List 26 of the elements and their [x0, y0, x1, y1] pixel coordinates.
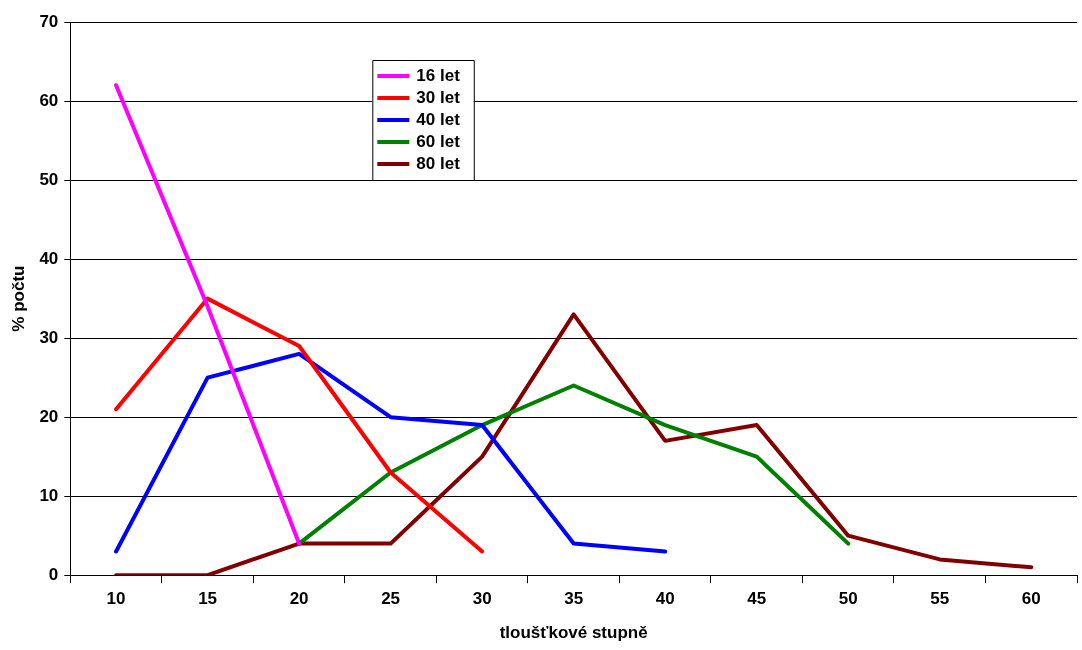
x-tick-label: 40 [655, 589, 675, 609]
x-tick-label: 30 [472, 589, 492, 609]
x-tick-label: 10 [106, 589, 126, 609]
y-tick-label: 10 [39, 485, 59, 505]
y-tick-label: 50 [39, 169, 59, 189]
x-axis-title: tloušťkové stupně [499, 623, 648, 643]
legend-label: 80 let [416, 153, 461, 173]
y-tick-label: 60 [39, 90, 59, 110]
x-tick-label: 35 [564, 589, 584, 609]
x-tick-label: 45 [747, 589, 767, 609]
legend-label: 30 let [416, 87, 461, 107]
legend-label: 16 let [416, 65, 461, 85]
x-tick-label: 25 [381, 589, 401, 609]
x-tick-label: 15 [198, 589, 218, 609]
legend-label: 60 let [416, 131, 461, 151]
y-tick-label: 70 [39, 11, 59, 31]
legend-label: 40 let [416, 109, 461, 129]
x-tick-label: 55 [930, 589, 950, 609]
y-tick-label: 20 [39, 406, 59, 426]
y-axis-title: % počtu [8, 265, 28, 332]
x-tick-label: 20 [289, 589, 309, 609]
y-tick-label: 0 [48, 564, 59, 584]
y-tick-label: 40 [39, 248, 59, 268]
x-tick-label: 50 [838, 589, 858, 609]
x-tick-label: 60 [1021, 589, 1041, 609]
y-tick-label: 30 [39, 327, 59, 347]
